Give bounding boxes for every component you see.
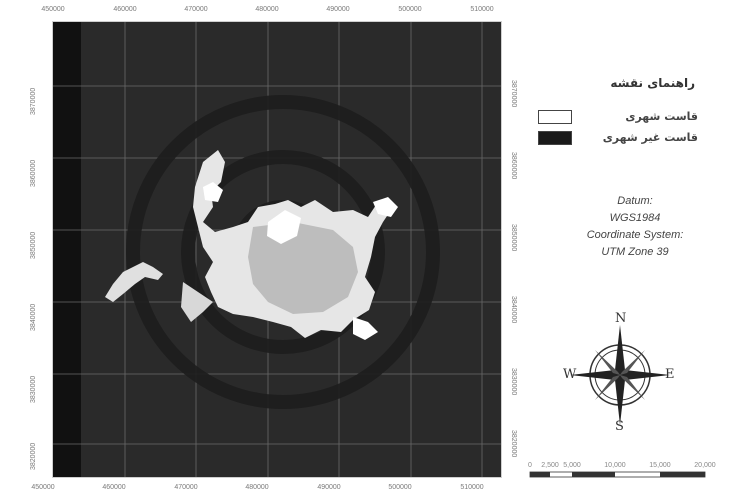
urban-area — [105, 150, 398, 340]
compass-west: W — [563, 367, 577, 382]
y-tick-label: 3820000 — [30, 442, 37, 470]
scale-label: 2,500 — [541, 462, 559, 469]
compass-east: E — [665, 367, 675, 382]
x-tick-label: 450000 — [41, 6, 65, 13]
legend-label-urban: قاست شهری — [625, 110, 698, 123]
north-arrow: N S W E — [555, 311, 685, 435]
y-tick-label: 3820000 — [510, 430, 517, 458]
x-tick-label: 470000 — [174, 484, 198, 491]
coord-system-value: UTM Zone 39 — [601, 246, 669, 258]
y-tick-label: 3870000 — [30, 87, 37, 115]
legend-swatch-urban — [538, 110, 572, 124]
x-tick-label: 490000 — [326, 6, 350, 13]
legend-item-nonurban: قاست غیر شهری — [538, 131, 708, 147]
scale-bar-graphic — [529, 471, 706, 478]
scale-label: 0 — [528, 462, 532, 469]
scale-label: 15,000 — [649, 462, 671, 469]
coord-system-label: Coordinate System: — [586, 229, 684, 241]
legend-swatch-nonurban — [538, 131, 572, 145]
scale-label: 5,000 — [563, 462, 581, 469]
datum-value: WGS1984 — [609, 212, 661, 224]
map-frame[interactable] — [52, 21, 502, 478]
y-tick-label: 3870000 — [510, 80, 517, 108]
y-tick-label: 3830000 — [510, 368, 517, 396]
legend-title: راهنمای نقشه — [610, 76, 695, 90]
scale-label: 10,000 — [604, 462, 626, 469]
x-tick-label: 480000 — [255, 6, 279, 13]
x-tick-label: 500000 — [388, 484, 412, 491]
compass-rose-icon — [570, 325, 670, 425]
x-tick-label: 470000 — [184, 6, 208, 13]
map-canvas — [53, 22, 501, 477]
compass-south: S — [615, 419, 624, 434]
y-tick-label: 3860000 — [510, 152, 517, 180]
x-tick-label: 500000 — [398, 6, 422, 13]
scale-label: 20,000 — [694, 462, 716, 469]
datum-label: Datum: — [617, 195, 653, 207]
x-tick-label: 490000 — [317, 484, 341, 491]
scale-bar: 0 2,500 5,000 10,000 15,000 20,000 — [520, 462, 720, 478]
x-tick-label: 510000 — [460, 484, 484, 491]
y-tick-label: 3840000 — [30, 303, 37, 331]
legend-item-urban: قاست شهری — [538, 110, 708, 126]
x-tick-label: 460000 — [102, 484, 126, 491]
y-tick-label: 3840000 — [510, 296, 517, 324]
y-tick-label: 3850000 — [510, 224, 517, 252]
map-border-strip — [53, 22, 81, 477]
x-tick-label: 460000 — [113, 6, 137, 13]
compass-north: N — [615, 311, 627, 326]
x-tick-label: 480000 — [245, 484, 269, 491]
legend-label-nonurban: قاست غیر شهری — [602, 131, 698, 144]
x-tick-label: 450000 — [31, 484, 55, 491]
y-tick-label: 3830000 — [30, 375, 37, 403]
y-tick-label: 3850000 — [30, 231, 37, 259]
x-tick-label: 510000 — [470, 6, 494, 13]
y-tick-label: 3860000 — [30, 159, 37, 187]
